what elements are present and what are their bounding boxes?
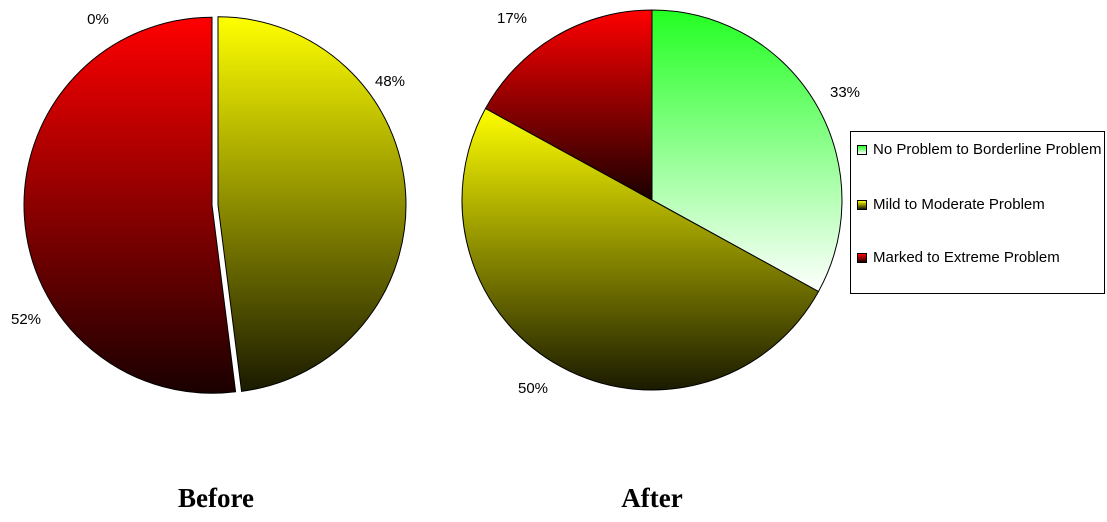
chart-title-after: After xyxy=(621,483,682,513)
pie-slice-before-mild-to-moderate xyxy=(217,16,407,392)
pie-slice-after-no-problem xyxy=(651,9,843,293)
data-label-after-no-problem: 33% xyxy=(830,84,860,101)
legend-label: Marked to Extreme Problem xyxy=(873,249,1060,266)
pie-slice-before-marked-to-extreme xyxy=(23,16,237,394)
data-label-before-mild-to-moderate: 48% xyxy=(375,73,405,90)
data-label-after-marked-to-extreme: 17% xyxy=(497,10,527,27)
legend-item-marked: Marked to Extreme Problem xyxy=(857,248,1107,267)
chart-title-before: Before xyxy=(178,483,254,513)
data-label-after-mild-to-moderate: 50% xyxy=(518,380,548,397)
legend-label: No Problem to Borderline Problem xyxy=(873,141,1102,158)
data-label-before-no-problem: 0% xyxy=(87,11,109,28)
legend-swatch-green xyxy=(857,145,867,155)
pie-slice-after-mild-to-moderate xyxy=(461,107,820,391)
legend-label: Mild to Moderate Problem xyxy=(873,196,1045,213)
legend-swatch-red xyxy=(857,253,867,263)
legend-item-mild: Mild to Moderate Problem xyxy=(857,195,1107,214)
legend: No Problem to Borderline Problem Mild to… xyxy=(850,131,1105,294)
legend-swatch-yellow xyxy=(857,200,867,210)
data-label-before-marked-to-extreme: 52% xyxy=(11,311,41,328)
legend-item-no-problem: No Problem to Borderline Problem xyxy=(857,140,1107,159)
pie-slice-after-marked-to-extreme xyxy=(484,9,653,201)
